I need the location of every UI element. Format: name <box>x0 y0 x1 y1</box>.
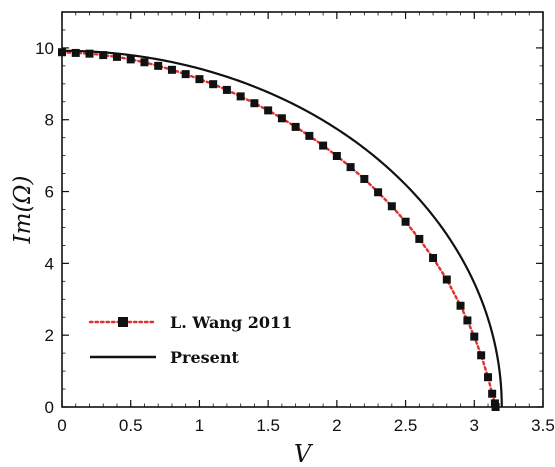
series-l-wang-2011-marker <box>346 163 355 172</box>
series-l-wang-2011-marker <box>319 141 328 150</box>
series-l-wang-2011-marker <box>429 253 438 262</box>
series-l-wang-2011-marker <box>463 316 472 325</box>
x-tick-label: 3.5 <box>531 416 555 435</box>
plot-frame <box>61 11 544 408</box>
series-l-wang-2011-marker <box>126 55 135 64</box>
y-tick-label: 6 <box>45 183 54 202</box>
series-l-wang-2011-marker <box>442 275 451 284</box>
y-tick-label: 8 <box>45 111 54 130</box>
series-present-line <box>61 49 503 408</box>
series-l-wang-2011-marker <box>488 389 497 398</box>
series-l-wang-2011-marker <box>236 92 245 101</box>
series-l-wang-2011-marker <box>58 48 66 57</box>
legend-l-wang-2011-label: L. Wang 2011 <box>170 313 292 332</box>
x-tick-label: 1 <box>195 416 204 435</box>
x-tick-label: 2 <box>332 416 341 435</box>
series-layer <box>58 48 503 411</box>
series-l-wang-2011-marker <box>112 52 121 61</box>
series-l-wang-2011-marker <box>167 65 176 74</box>
series-l-wang-2011-marker <box>491 403 500 411</box>
series-l-wang-2011-marker <box>71 48 80 57</box>
series-l-wang-2011-marker <box>195 75 204 84</box>
series-l-wang-2011-marker <box>264 106 273 115</box>
x-tick-label: 0.5 <box>119 416 143 435</box>
series-l-wang-2011-marker <box>477 351 486 360</box>
axes: 0 0.5 1 1.5 2 2.5 3 3.5 0 2 4 6 8 10 V Im(Ω) <box>10 11 555 467</box>
series-l-wang-2011-marker <box>85 49 94 58</box>
y-axis-label: Im(Ω) <box>10 176 36 245</box>
series-l-wang-2011-marker <box>277 114 286 123</box>
x-tick-label: 1.5 <box>256 416 280 435</box>
legend-present-label: Present <box>170 348 239 367</box>
series-l-wang-2011-marker <box>291 122 300 131</box>
series-l-wang-2011-line <box>60 51 497 409</box>
series-l-wang-2011-marker <box>484 373 493 382</box>
series-l-wang-2011-marker <box>387 202 396 211</box>
x-axis-label: V <box>294 440 314 467</box>
series-l-wang-2011-marker <box>140 58 149 67</box>
y-tick-label: 2 <box>45 326 54 345</box>
x-tick-label: 2.5 <box>394 416 418 435</box>
series-l-wang-2011-marker <box>99 51 108 60</box>
series-l-wang-2011-marker <box>250 99 259 108</box>
series-l-wang-2011-marker <box>360 174 369 183</box>
series-l-wang-2011-marker <box>401 217 410 226</box>
series-l-wang-2011-marker <box>415 234 424 243</box>
series-l-wang-2011-marker <box>456 301 465 310</box>
x-tick-label: 0 <box>57 416 66 435</box>
y-tick-label: 0 <box>45 398 54 417</box>
series-l-wang-2011-marker <box>332 151 341 160</box>
y-tick-label: 10 <box>35 39 54 58</box>
legend-l-wang-2011-swatch-marker <box>118 317 128 327</box>
legend: L. Wang 2011 Present <box>88 313 292 367</box>
series-l-wang-2011-marker <box>181 70 190 79</box>
series-l-wang-2011-marker <box>374 188 383 197</box>
series-l-wang-2011-marker <box>209 80 218 89</box>
series-l-wang-2011-marker <box>154 61 163 70</box>
series-l-wang-2011-marker <box>305 131 314 140</box>
series-l-wang-2011-marker <box>470 332 479 341</box>
y-tick-label: 4 <box>45 254 54 273</box>
x-tick-label: 3 <box>470 416 479 435</box>
series-l-wang-2011-marker <box>222 85 231 94</box>
